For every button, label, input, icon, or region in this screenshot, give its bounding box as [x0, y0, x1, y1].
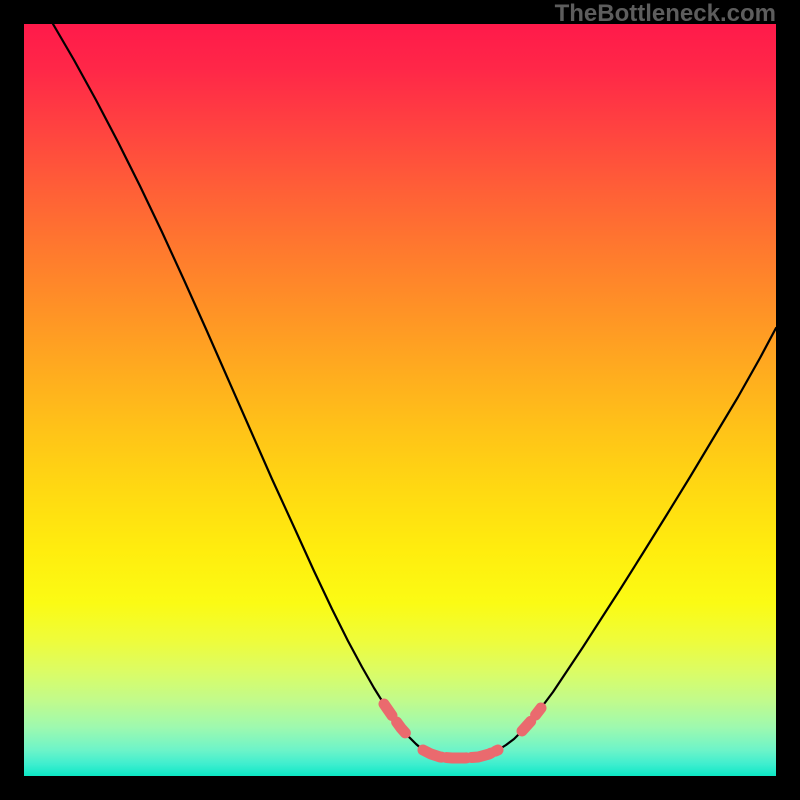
watermark-text: TheBottleneck.com — [555, 0, 776, 28]
plot-background — [24, 24, 776, 776]
chart-svg — [0, 0, 800, 800]
chart-container: TheBottleneck.com — [0, 0, 800, 800]
